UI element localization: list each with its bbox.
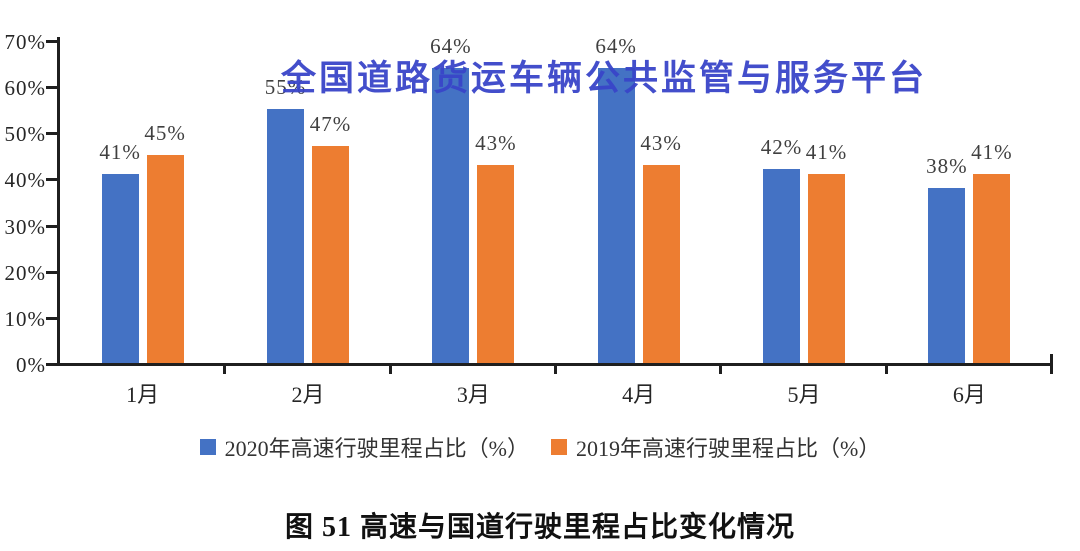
legend-label-2020: 2020年高速行驶里程占比（%） — [224, 436, 529, 461]
x-axis-end-tick — [1050, 354, 1053, 363]
bar-2019-4月 — [642, 164, 680, 363]
x-category-label-1月: 1月 — [126, 382, 160, 407]
bar-label-2019-3月: 43% — [475, 130, 517, 155]
bar-2020-1月 — [101, 173, 139, 363]
y-tick-label-70: 70% — [4, 30, 46, 54]
bar-2020-6月 — [928, 187, 966, 363]
bar-2019-6月 — [973, 173, 1011, 363]
x-tick-4 — [719, 363, 723, 374]
bar-2019-3月 — [477, 164, 515, 363]
x-tick-5 — [884, 363, 888, 374]
chart-legend: 2020年高速行驶里程占比（%） 2019年高速行驶里程占比（%） — [0, 431, 1080, 463]
y-tick-70 — [46, 40, 57, 43]
bar-label-2019-2月: 47% — [309, 112, 352, 137]
y-tick-label-20: 20% — [4, 260, 46, 285]
bar-label-2020-3月: 64% — [430, 33, 472, 58]
bar-label-2020-5月: 42% — [760, 135, 803, 160]
bar-label-2020-1月: 41% — [99, 139, 141, 164]
watermark-title: 全国道路货运车辆公共监管与服务平台 — [281, 59, 928, 98]
legend-label-2019: 2019年高速行驶里程占比（%） — [576, 436, 881, 461]
x-category-label-4月: 4月 — [622, 382, 656, 407]
x-category-label-2月: 2月 — [291, 382, 325, 407]
y-tick-label-60: 60% — [4, 76, 46, 101]
bar-label-2019-5月: 41% — [805, 139, 848, 164]
bar-label-2020-6月: 38% — [926, 153, 968, 178]
x-category-label-5月: 5月 — [787, 382, 821, 407]
bar-2020-5月 — [763, 169, 800, 363]
figure-caption: 图 51 高速与国道行驶里程占比变化情况 — [284, 512, 795, 543]
bar-chart: 全国道路货运车辆公共监管与服务平台 0% 10% 20% 30% 40% 50% 60% 70… — [4, 30, 1053, 407]
y-tick-20 — [46, 270, 57, 274]
x-category-label-3月: 3月 — [456, 382, 490, 407]
bar-2020-3月 — [432, 67, 470, 363]
legend-swatch-2020 — [199, 439, 216, 455]
bar-2019-2月 — [312, 146, 349, 363]
y-tick-label-50: 50% — [4, 122, 46, 147]
x-tick-1 — [223, 363, 227, 374]
y-tick-label-10: 10% — [4, 306, 46, 331]
bar-label-2020-4月: 64% — [595, 33, 637, 58]
bar-2020-4月 — [597, 67, 635, 363]
y-tick-label-30: 30% — [4, 214, 46, 239]
bar-label-2019-4月: 43% — [640, 130, 682, 155]
x-tick-3 — [554, 363, 557, 374]
y-tick-30 — [46, 224, 57, 228]
bar-2019-1月 — [146, 155, 184, 363]
y-axis-line — [57, 37, 60, 366]
y-tick-label-40: 40% — [4, 168, 46, 193]
x-category-label-6月: 6月 — [952, 382, 986, 407]
y-tick-40 — [46, 178, 57, 182]
y-tick-10 — [46, 316, 57, 320]
legend-swatch-2019 — [551, 439, 567, 455]
y-tick-50 — [46, 132, 57, 136]
legend-item-2020: 2020年高速行驶里程占比（%） — [199, 431, 529, 463]
x-tick-6 — [1050, 363, 1053, 374]
bar-2020-2月 — [267, 109, 304, 363]
bar-label-2019-1月: 45% — [144, 121, 186, 146]
bar-2019-5月 — [808, 173, 845, 363]
bar-label-2020-2月: 55% — [264, 75, 307, 100]
y-tick-0 — [46, 363, 57, 366]
y-tick-label-0: 0% — [16, 353, 46, 377]
legend-item-2019: 2019年高速行驶里程占比（%） — [551, 431, 880, 463]
bar-label-2019-6月: 41% — [971, 139, 1013, 164]
x-tick-2 — [388, 363, 392, 374]
y-tick-60 — [46, 86, 57, 90]
